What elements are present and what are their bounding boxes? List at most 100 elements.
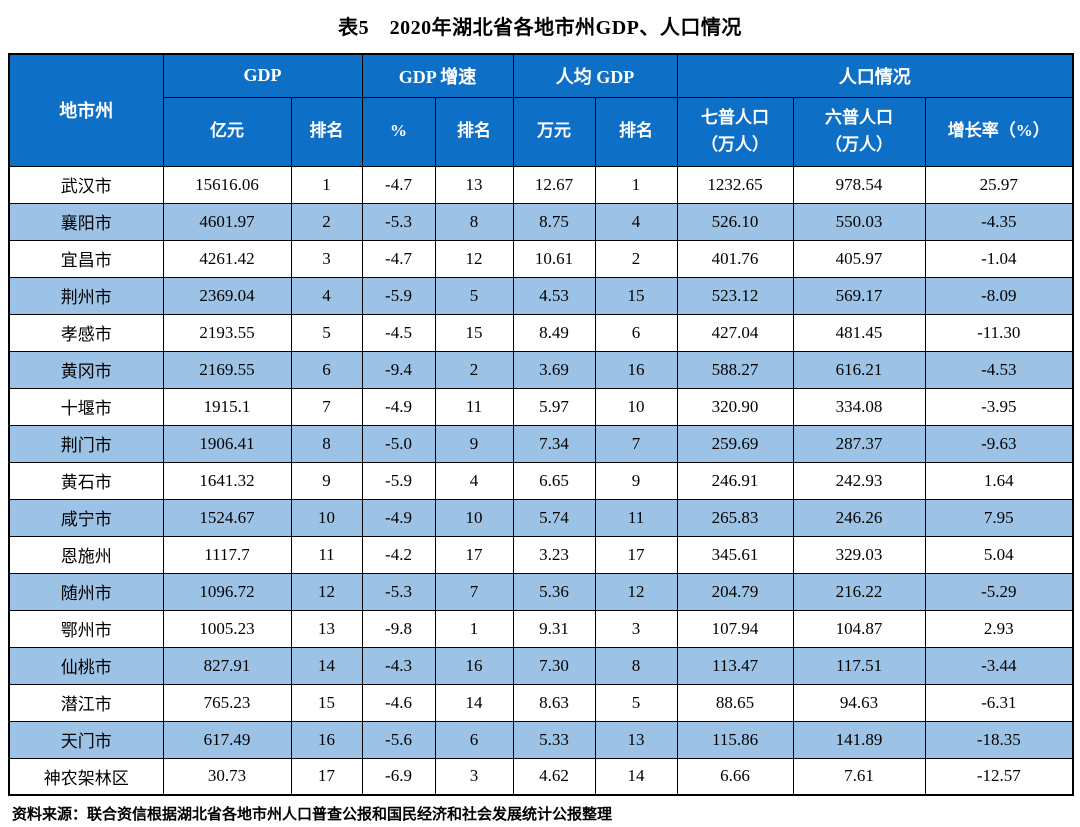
value-cell: 9 (594, 461, 678, 500)
value-cell: 1906.41 (162, 424, 292, 463)
value-cell: 526.10 (676, 202, 794, 241)
value-cell: -1.04 (924, 239, 1074, 278)
value-cell: 8.49 (512, 313, 596, 352)
value-cell: 10 (290, 498, 363, 537)
col-header-growth-rank: 排名 (434, 96, 514, 167)
value-cell: 16 (290, 720, 363, 759)
value-cell: 16 (594, 350, 678, 389)
value-cell: 7 (594, 424, 678, 463)
value-cell: 13 (434, 165, 514, 204)
value-cell: -9.8 (361, 609, 436, 648)
value-cell: 320.90 (676, 387, 794, 426)
value-cell: 287.37 (792, 424, 926, 463)
value-cell: 7.61 (792, 757, 926, 796)
value-cell: 13 (594, 720, 678, 759)
col-header-census7-pop: 七普人口 （万人） (676, 96, 794, 167)
value-cell: 569.17 (792, 276, 926, 315)
value-cell: -5.0 (361, 424, 436, 463)
value-cell: 5.97 (512, 387, 596, 426)
region-cell: 神农架林区 (8, 757, 164, 796)
value-cell: 4.62 (512, 757, 596, 796)
value-cell: 10.61 (512, 239, 596, 278)
value-cell: 1 (434, 609, 514, 648)
value-cell: 3.23 (512, 535, 596, 574)
region-cell: 天门市 (8, 720, 164, 759)
value-cell: 5.36 (512, 572, 596, 611)
value-cell: 246.26 (792, 498, 926, 537)
header-sub-row: 亿元 排名 % 排名 万元 排名 七普人口 （万人） 六普人口 （万人） 增长率… (9, 96, 1074, 167)
value-cell: 3 (290, 239, 363, 278)
value-cell: 12.67 (512, 165, 596, 204)
value-cell: -4.3 (361, 646, 436, 685)
table-row: 神农架林区 30.73 17 -6.9 3 4.62 14 6.66 7.61 -12.57 (8, 757, 1074, 796)
value-cell: 5 (594, 683, 678, 722)
value-cell: 1 (594, 165, 678, 204)
value-cell: -5.3 (361, 572, 436, 611)
value-cell: -4.6 (361, 683, 436, 722)
table-row: 鄂州市 1005.23 13 -9.8 1 9.31 3 107.94 104.87 2.93 (8, 609, 1074, 648)
table-row: 潜江市 765.23 15 -4.6 14 8.63 5 88.65 94.63 -6.31 (8, 683, 1074, 722)
value-cell: 6.65 (512, 461, 596, 500)
value-cell: 15 (434, 313, 514, 352)
region-cell: 孝感市 (8, 313, 164, 352)
value-cell: -4.9 (361, 387, 436, 426)
table-row: 十堰市 1915.1 7 -4.9 11 5.97 10 320.90 334.08 -3.95 (8, 387, 1074, 426)
value-cell: 978.54 (792, 165, 926, 204)
value-cell: 588.27 (676, 350, 794, 389)
value-cell: -4.9 (361, 498, 436, 537)
value-cell: -4.7 (361, 239, 436, 278)
value-cell: 8 (594, 646, 678, 685)
region-cell: 荆州市 (8, 276, 164, 315)
value-cell: 11 (594, 498, 678, 537)
value-cell: 17 (434, 535, 514, 574)
value-cell: 2169.55 (162, 350, 292, 389)
region-cell: 武汉市 (8, 165, 164, 204)
table-row: 恩施州 1117.7 11 -4.2 17 3.23 17 345.61 329.03 5.04 (8, 535, 1074, 574)
table-row: 天门市 617.49 16 -5.6 6 5.33 13 115.86 141.89 -18.35 (8, 720, 1074, 759)
value-cell: 104.87 (792, 609, 926, 648)
value-cell: 10 (434, 498, 514, 537)
value-cell: 2.93 (924, 609, 1074, 648)
value-cell: -5.3 (361, 202, 436, 241)
col-group-gdp-growth: GDP 增速 (361, 53, 514, 98)
value-cell: 1 (290, 165, 363, 204)
value-cell: 10 (594, 387, 678, 426)
value-cell: 7 (290, 387, 363, 426)
value-cell: 4 (434, 461, 514, 500)
value-cell: 9.31 (512, 609, 596, 648)
value-cell: -3.44 (924, 646, 1074, 685)
value-cell: 107.94 (676, 609, 794, 648)
value-cell: -4.53 (924, 350, 1074, 389)
table-body: 武汉市 15616.06 1 -4.7 13 12.67 1 1232.65 978.54 25.… (8, 165, 1074, 796)
col-header-region: 地市州 (8, 53, 164, 167)
col-header-gdp-rank: 排名 (290, 96, 363, 167)
gdp-population-table: 地市州 GDP GDP 增速 人均 GDP 人口情况 亿元 排名 % 排名 万元… (8, 53, 1075, 796)
value-cell: 204.79 (676, 572, 794, 611)
source-note: 资料来源：联合资信根据湖北省各地市州人口普查公报和国民经济和社会发展统计公报整理 (12, 807, 613, 823)
value-cell: 2369.04 (162, 276, 292, 315)
value-cell: 2 (594, 239, 678, 278)
table-row: 宜昌市 4261.42 3 -4.7 12 10.61 2 401.76 405.97 -1.04 (8, 239, 1074, 278)
value-cell: 2 (434, 350, 514, 389)
value-cell: -9.63 (924, 424, 1074, 463)
value-cell: 11 (290, 535, 363, 574)
table-row: 孝感市 2193.55 5 -4.5 15 8.49 6 427.04 481.45 -11.30 (8, 313, 1074, 352)
value-cell: 7.30 (512, 646, 596, 685)
table-row: 荆门市 1906.41 8 -5.0 9 7.34 7 259.69 287.37 -9.63 (8, 424, 1074, 463)
value-cell: 16 (434, 646, 514, 685)
value-cell: 3 (434, 757, 514, 796)
col-header-pop-growth-rate: 增长率（%） (924, 96, 1074, 167)
region-cell: 恩施州 (8, 535, 164, 574)
region-cell: 咸宁市 (8, 498, 164, 537)
value-cell: 1117.7 (162, 535, 292, 574)
value-cell: 7.95 (924, 498, 1074, 537)
table-row: 黄石市 1641.32 9 -5.9 4 6.65 9 246.91 242.93 1.64 (8, 461, 1074, 500)
value-cell: -12.57 (924, 757, 1074, 796)
value-cell: 334.08 (792, 387, 926, 426)
value-cell: 2 (290, 202, 363, 241)
value-cell: 17 (594, 535, 678, 574)
value-cell: 246.91 (676, 461, 794, 500)
value-cell: -6.31 (924, 683, 1074, 722)
table-row: 随州市 1096.72 12 -5.3 7 5.36 12 204.79 216.22 -5.29 (8, 572, 1074, 611)
col-header-percapita-rank: 排名 (594, 96, 678, 167)
